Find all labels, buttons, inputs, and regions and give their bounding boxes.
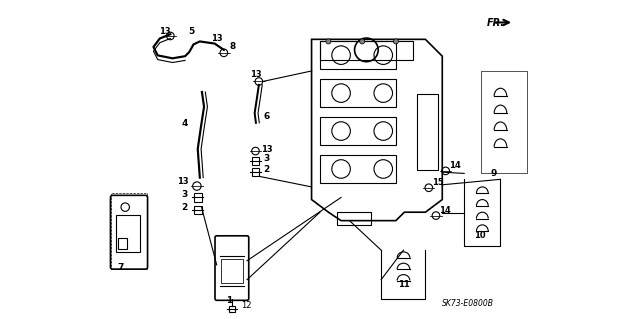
Bar	[320, 79, 396, 107]
Text: 4: 4	[182, 119, 188, 128]
Bar	[252, 157, 259, 165]
Bar	[320, 41, 396, 69]
Bar	[417, 94, 438, 170]
Bar	[337, 212, 371, 225]
Text: 13: 13	[211, 34, 223, 43]
Bar	[118, 238, 127, 249]
Text: 3: 3	[263, 154, 269, 163]
Text: 1: 1	[226, 296, 232, 305]
Bar	[228, 306, 235, 312]
Text: 10: 10	[474, 231, 486, 240]
Text: 9: 9	[490, 169, 497, 178]
Text: 2: 2	[181, 203, 187, 212]
Text: 2: 2	[263, 165, 269, 174]
Text: 6: 6	[263, 112, 269, 121]
Text: 11: 11	[399, 280, 410, 289]
Bar	[320, 155, 396, 183]
Circle shape	[360, 39, 365, 44]
Bar	[194, 206, 202, 214]
Text: 5: 5	[188, 27, 195, 36]
Text: 12: 12	[241, 301, 252, 310]
Bar	[116, 215, 140, 252]
Bar	[111, 193, 147, 269]
Text: 13: 13	[250, 70, 262, 79]
Bar	[252, 168, 259, 176]
Text: 14: 14	[439, 206, 451, 215]
Text: 7: 7	[118, 263, 124, 272]
Bar	[221, 259, 243, 283]
Bar	[194, 193, 202, 202]
Text: 3: 3	[181, 190, 187, 199]
Text: 15: 15	[432, 178, 444, 187]
Bar	[481, 71, 527, 174]
Circle shape	[326, 39, 331, 44]
Text: 13: 13	[261, 145, 273, 154]
Text: SK73-E0800B: SK73-E0800B	[442, 299, 495, 308]
Text: 13: 13	[159, 27, 171, 36]
Text: 13: 13	[177, 176, 188, 186]
Text: 8: 8	[229, 41, 236, 51]
Circle shape	[394, 39, 399, 44]
Text: 14: 14	[449, 161, 460, 170]
Bar	[320, 117, 396, 145]
Bar	[320, 41, 413, 60]
Text: FR.: FR.	[486, 18, 504, 28]
